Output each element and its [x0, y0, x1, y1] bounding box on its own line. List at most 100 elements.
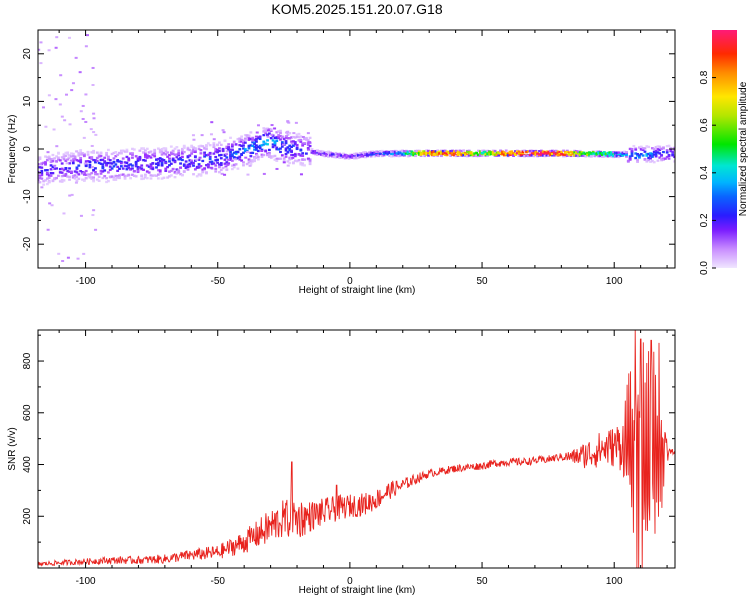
spectrogram-cell [323, 151, 327, 155]
spectrogram-cell [290, 140, 293, 143]
spectrogram-cell [580, 152, 584, 155]
spectrogram-cell [630, 154, 634, 157]
spectrogram-cell [317, 152, 321, 155]
spectrogram-cell [414, 154, 417, 158]
spectrogram-cell [371, 150, 375, 153]
spectrogram-cell [125, 174, 129, 177]
spectrogram-cell [166, 151, 170, 154]
spectrogram-cell [482, 149, 486, 152]
spectrogram-cell [95, 151, 99, 154]
spectrogram-cell [186, 168, 190, 171]
spectrogram-cell [203, 151, 207, 154]
colorbar-label: Normalized spectral amplitude [738, 81, 749, 216]
spectrogram-cell [142, 151, 145, 154]
spectrogram-cell [436, 149, 440, 152]
spectrogram-cell [38, 163, 40, 166]
spectrogram-speckle [306, 157, 310, 160]
spectrogram-cell [103, 160, 107, 163]
spectrogram-cell [186, 165, 190, 169]
spectrogram-cell [541, 150, 545, 153]
spectrogram-cell [623, 150, 627, 153]
spectrogram-cell [218, 171, 221, 174]
spectrogram-cell [144, 159, 147, 162]
spectrogram-cell [249, 163, 253, 166]
spectrogram-cell [403, 153, 406, 156]
spectrogram-cell [105, 153, 108, 157]
spectrogram-cell [162, 152, 166, 155]
spectrogram-cell [330, 155, 334, 158]
spectrogram-cell [401, 153, 404, 156]
spectrogram-cell [353, 152, 356, 156]
spectrogram-cell [81, 178, 84, 181]
spectrogram-cell [62, 155, 66, 158]
spectrogram-cell [262, 127, 266, 130]
spectrogram-cell [654, 145, 658, 149]
spectrogram-cell [212, 162, 216, 165]
spectrogram-cell [369, 153, 373, 156]
spectrogram-cell [306, 142, 310, 145]
spectrogram-cell [490, 151, 493, 154]
spectrogram-cell [266, 127, 269, 130]
spectrogram-cell [251, 144, 255, 148]
spectrogram-speckle [79, 110, 83, 113]
spectrogram-cell [380, 149, 384, 153]
spectrogram-cell [92, 158, 96, 162]
spectrogram-cell [608, 154, 612, 157]
spectrogram-cell [547, 152, 551, 155]
spectrogram-speckle [291, 156, 295, 159]
spectrogram-cell [229, 148, 232, 151]
spectrogram-cell [534, 153, 538, 157]
spectrogram-cell [205, 144, 208, 147]
spectrogram-speckle [273, 127, 277, 130]
spectrogram-cell [121, 149, 125, 152]
spectrogram-cell [166, 155, 170, 158]
spectrogram-cell [573, 154, 577, 157]
spectrogram-cell [45, 177, 49, 180]
spectrogram-cell [218, 165, 221, 169]
spectrogram-cell [543, 152, 547, 155]
spectrogram-speckle [282, 143, 286, 146]
spectrogram-cell [262, 153, 266, 157]
spectrogram-speckle [74, 56, 78, 59]
spectrogram-cell [310, 148, 314, 151]
spectrogram-cell [299, 163, 303, 166]
spectrogram-x-tick-label: -100 [76, 276, 96, 287]
snr-y-tick-label: 600 [22, 404, 33, 421]
spectrogram-cell [184, 165, 188, 168]
spectrogram-cell [417, 152, 421, 155]
spectrogram-cell [539, 149, 543, 152]
spectrogram-speckle [68, 194, 72, 197]
spectrogram-cell [564, 151, 567, 154]
spectrogram-cell [301, 158, 305, 161]
spectrogram-speckle [40, 186, 44, 189]
spectrogram-cell [636, 153, 639, 156]
spectrogram-cell [197, 147, 201, 151]
spectrogram-cell [275, 159, 279, 163]
spectrogram-cell [107, 155, 110, 158]
spectrogram-cell [92, 149, 96, 153]
spectrogram-cell [428, 152, 432, 155]
spectrogram-cell [208, 152, 212, 155]
spectrogram-cell [280, 135, 284, 138]
spectrogram-cell [249, 151, 253, 155]
spectrogram-speckle [87, 175, 91, 178]
spectrogram-cell [108, 162, 112, 165]
spectrogram-speckle [91, 66, 95, 69]
spectrogram-cell [192, 173, 195, 176]
spectrogram-cell [125, 148, 129, 151]
spectrogram-x-axis-label: Height of straight line (km) [299, 285, 416, 296]
spectrogram-cell [160, 153, 164, 156]
chart-title: KOM5.2025.151.20.07.G18 [271, 1, 442, 17]
spectrogram-cell [279, 157, 282, 160]
spectrogram-speckle [55, 145, 59, 148]
spectrogram-cell [253, 141, 256, 144]
spectrogram-cell [160, 161, 164, 165]
spectrogram-cell [647, 156, 651, 160]
spectrogram-cell [552, 154, 556, 157]
spectrogram-cell [665, 155, 669, 159]
spectrogram-cell [279, 150, 282, 154]
spectrogram-cell [338, 153, 342, 156]
spectrogram-cell [201, 159, 205, 163]
snr-x-tick-label: -100 [76, 576, 96, 587]
spectrogram-cell [173, 153, 177, 156]
